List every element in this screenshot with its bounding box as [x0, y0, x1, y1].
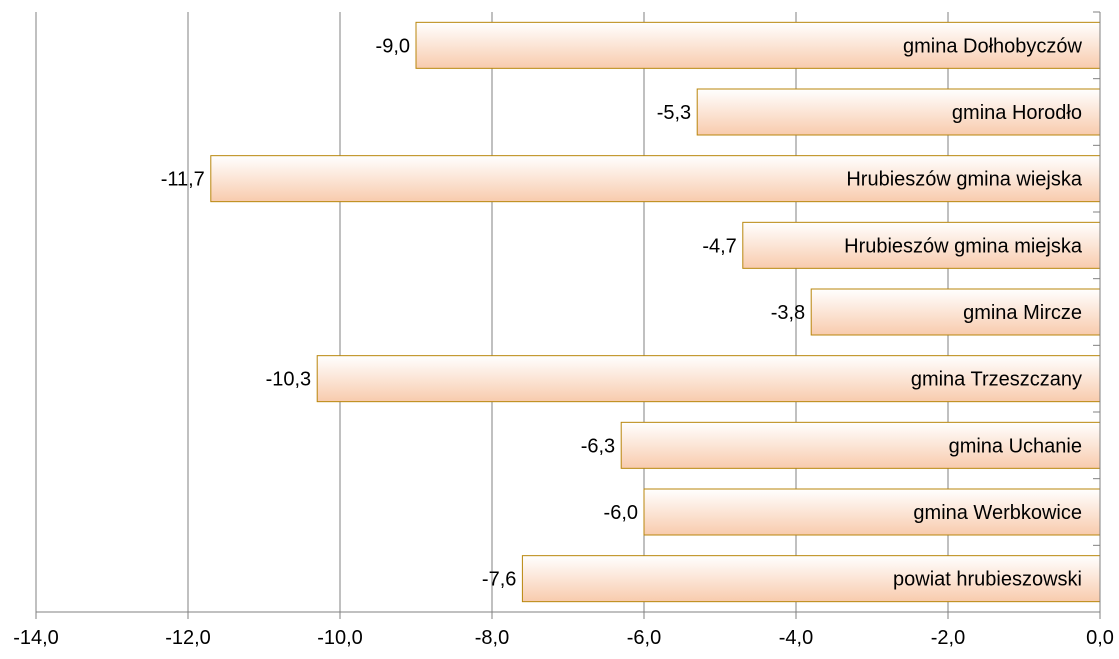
category-label: gmina Werbkowice — [913, 502, 1082, 524]
bar — [415, 21, 1101, 69]
category-label: powiat hrubieszowski — [893, 569, 1082, 591]
x-tick-label: -12,0 — [165, 627, 211, 649]
x-tick-label: -14,0 — [13, 627, 59, 649]
x-tick-label: 0,0 — [1086, 627, 1114, 649]
x-tick-label: -10,0 — [317, 627, 363, 649]
data-label: -10,3 — [266, 369, 312, 391]
x-tick-label: -6,0 — [627, 627, 661, 649]
category-label: gmina Dołhobyczów — [903, 35, 1083, 57]
category-label: gmina Horodło — [952, 102, 1082, 124]
bar — [521, 555, 1101, 603]
bar — [696, 88, 1101, 136]
x-tick-label: -8,0 — [475, 627, 509, 649]
data-label: -4,7 — [702, 235, 736, 257]
bar — [316, 355, 1101, 403]
bar — [210, 155, 1101, 203]
category-label: gmina Uchanie — [949, 435, 1082, 457]
category-label: Hrubieszów gmina miejska — [844, 235, 1083, 257]
category-label: gmina Mircze — [963, 302, 1082, 324]
data-label: -6,0 — [604, 502, 638, 524]
category-label: gmina Trzeszczany — [911, 369, 1082, 391]
category-label: Hrubieszów gmina wiejska — [846, 169, 1083, 191]
data-label: -7,6 — [482, 569, 516, 591]
data-label: -6,3 — [581, 435, 615, 457]
bar — [620, 421, 1101, 469]
bars: gmina Dołhobyczów -9,0 gmina Horodło -5,3 Hr… — [161, 21, 1101, 603]
bar — [643, 488, 1101, 536]
data-label: -3,8 — [771, 302, 805, 324]
data-label: -11,7 — [161, 169, 205, 191]
x-tick-label: -4,0 — [779, 627, 813, 649]
x-axis: -14,0 -12,0 -10,0 -8,0 -6,0 -4,0 -2,0 0,0 — [13, 11, 1114, 649]
data-label: -5,3 — [657, 102, 691, 124]
x-tick-label: -2,0 — [931, 627, 965, 649]
data-label: -9,0 — [376, 35, 410, 57]
